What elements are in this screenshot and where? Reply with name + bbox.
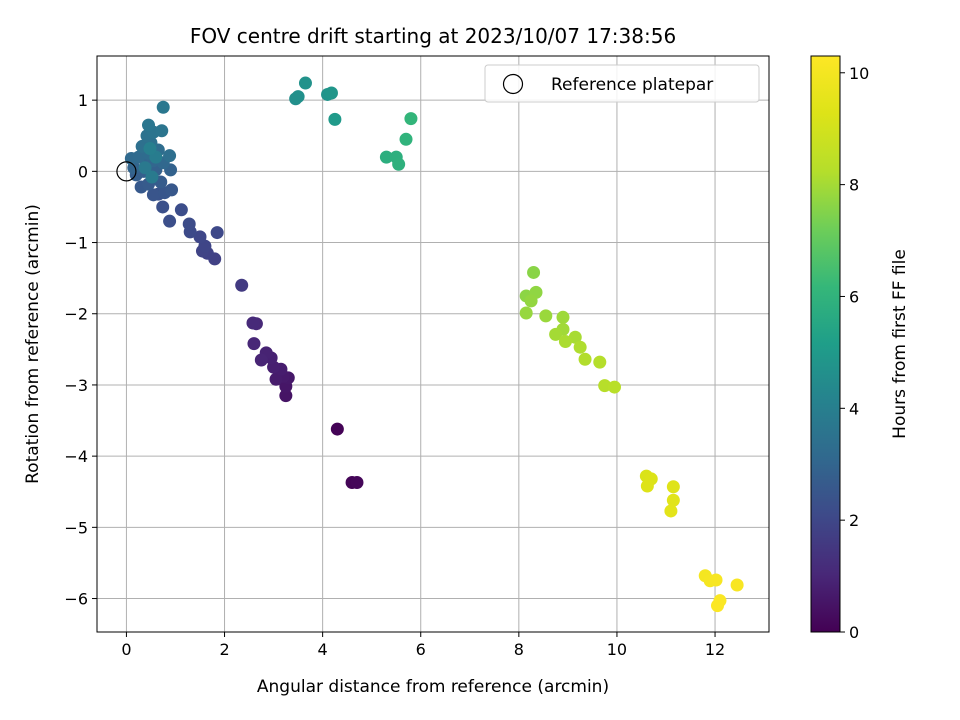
x-tick-label: 0 — [121, 640, 131, 659]
data-point — [269, 372, 283, 386]
colorbar-tick-label: 8 — [849, 176, 859, 195]
data-point — [607, 380, 621, 394]
data-point — [350, 475, 364, 489]
data-point — [598, 379, 612, 393]
data-point — [156, 100, 170, 114]
data-point — [379, 150, 393, 164]
data-point — [558, 335, 572, 349]
data-point — [549, 327, 563, 341]
data-point — [399, 132, 413, 146]
legend-box — [484, 64, 760, 103]
data-point — [156, 200, 170, 214]
colorbar-tick-label: 6 — [849, 287, 859, 306]
data-point — [709, 573, 723, 587]
data-point — [247, 337, 261, 351]
data-point — [143, 142, 157, 156]
y-axis-label: Rotation from reference (arcmin) — [23, 204, 43, 484]
y-tick-label: −2 — [64, 305, 88, 324]
y-tick-label: −3 — [64, 376, 88, 395]
colorbar-tick-label: 2 — [849, 511, 859, 530]
data-point — [556, 310, 570, 324]
data-point — [330, 422, 344, 436]
data-point — [710, 599, 724, 613]
y-axis-ticks: 1 0 −1 −2 −3 −4 −5 −6 — [64, 91, 97, 609]
data-point — [568, 330, 582, 344]
data-point — [524, 294, 538, 308]
data-point — [666, 480, 680, 494]
data-point — [163, 214, 177, 228]
x-tick-label: 4 — [318, 640, 328, 659]
chart-title: FOV centre drift starting at 2023/10/07 … — [190, 24, 676, 48]
data-point — [132, 150, 146, 164]
data-point — [573, 340, 587, 354]
data-point — [279, 389, 293, 403]
data-point — [182, 217, 196, 231]
data-point — [146, 188, 160, 202]
x-tick-label: 2 — [219, 640, 229, 659]
x-tick-label: 10 — [607, 640, 627, 659]
x-tick-label: 8 — [514, 640, 524, 659]
colorbar-tick-label: 0 — [849, 623, 859, 642]
data-point — [165, 183, 179, 197]
data-point — [193, 230, 207, 244]
data-point — [298, 76, 312, 90]
colorbar-tick-label: 4 — [849, 399, 859, 418]
y-tick-label: 0 — [78, 162, 88, 181]
data-point — [328, 112, 342, 126]
y-tick-label: −1 — [64, 234, 88, 253]
data-point — [392, 157, 406, 171]
data-point — [578, 352, 592, 366]
data-point — [254, 353, 268, 367]
grid-lines — [97, 56, 769, 632]
plot-area — [96, 55, 770, 633]
data-point — [527, 265, 541, 279]
legend-entry-reference: Reference platepar — [551, 75, 713, 95]
data-point — [138, 161, 152, 175]
data-point — [539, 309, 553, 323]
data-point — [155, 124, 169, 138]
data-point — [593, 355, 607, 369]
legend-marker-reference-icon — [502, 73, 524, 95]
data-point — [163, 149, 177, 163]
reference-platepar-marker — [116, 161, 137, 182]
data-point — [404, 112, 418, 126]
reference-marker-group — [116, 161, 137, 182]
colorbar-ticks: 0 2 4 6 8 10 — [840, 64, 869, 642]
data-point — [666, 493, 680, 507]
x-axis-label: Angular distance from reference (arcmin) — [257, 677, 609, 697]
data-point — [174, 203, 188, 217]
y-tick-label: −4 — [64, 447, 88, 466]
plot-frame — [96, 55, 770, 633]
x-tick-label: 12 — [705, 640, 725, 659]
data-point — [291, 90, 305, 104]
data-point — [142, 118, 156, 132]
colorbar-tick-label: 10 — [849, 64, 869, 83]
colorbar-gradient — [810, 55, 841, 633]
data-point — [664, 504, 678, 518]
data-point — [324, 86, 338, 100]
x-tick-label: 6 — [416, 640, 426, 659]
data-point — [235, 278, 249, 292]
plot-background — [97, 56, 769, 632]
y-tick-label: 1 — [78, 91, 88, 110]
data-point — [210, 226, 224, 240]
colorbar: 0 2 4 6 8 10 Hours from first FF file — [810, 55, 910, 642]
y-tick-label: −5 — [64, 518, 88, 537]
legend: Reference platepar — [484, 64, 760, 103]
data-point — [246, 316, 260, 330]
data-point — [730, 578, 744, 592]
colorbar-label: Hours from first FF file — [890, 249, 910, 439]
y-tick-label: −6 — [64, 590, 88, 609]
data-point — [519, 306, 533, 320]
data-point — [640, 479, 654, 493]
x-axis-ticks: 0 2 4 6 8 10 12 — [121, 632, 725, 659]
data-point — [145, 170, 159, 184]
